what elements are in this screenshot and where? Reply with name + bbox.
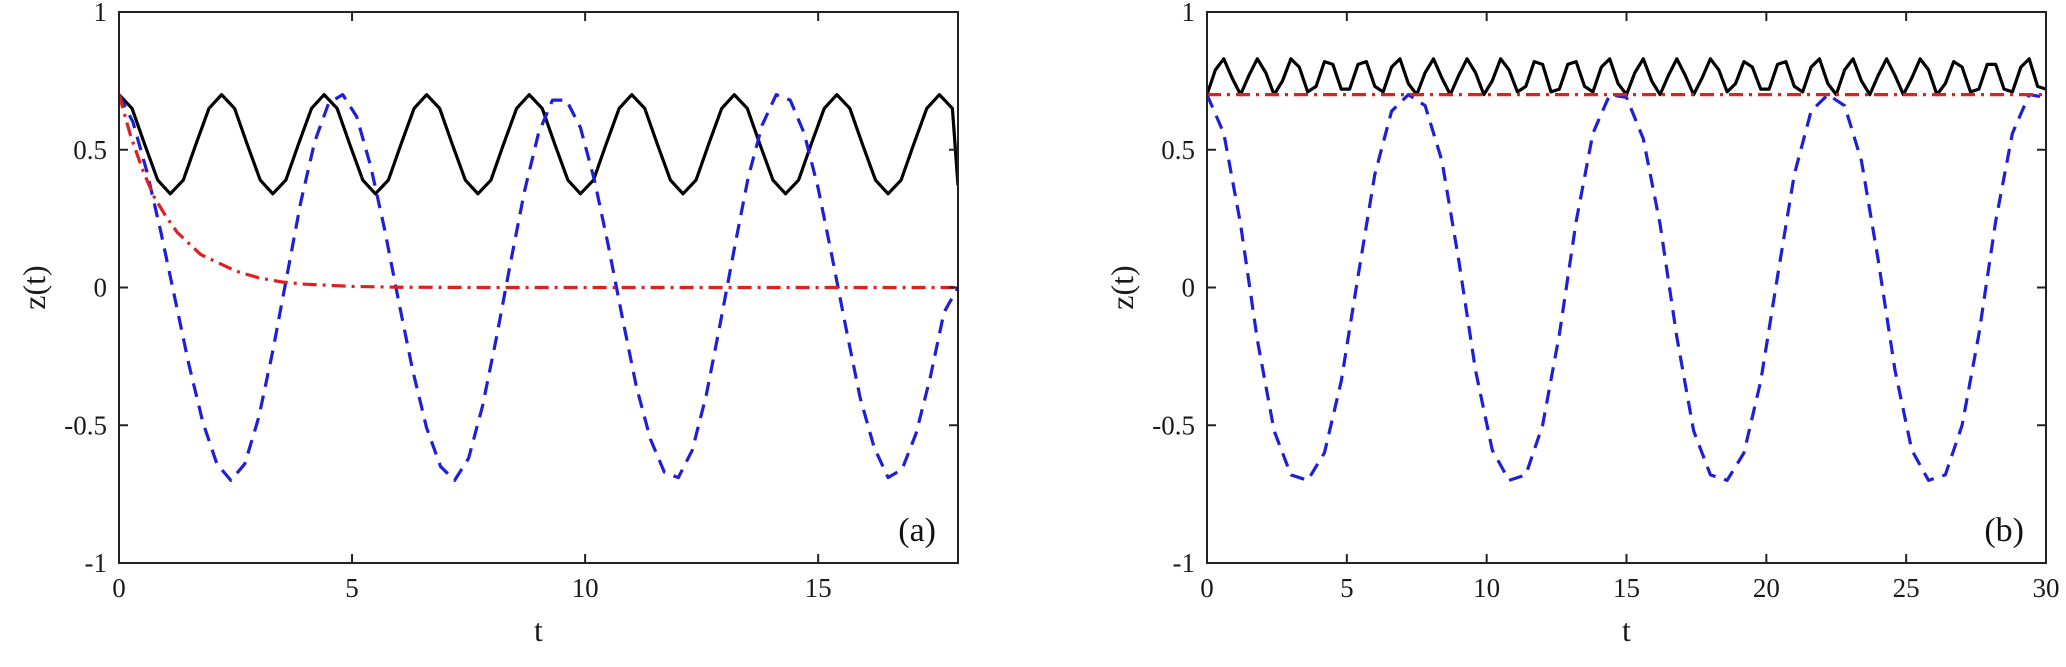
x-tick-label: 30 <box>2033 573 2060 603</box>
y-tick-label: -0.5 <box>64 410 107 440</box>
x-tick-label: 10 <box>1473 573 1500 603</box>
panel-tag: (a) <box>898 512 936 549</box>
y-tick-label: -1 <box>1173 548 1196 578</box>
panel-b: 0 5 10 15 20 25 30 -1 -0.5 0 0.5 1 t z(t) (b) <box>1104 0 2060 648</box>
y-axis-label: z(t) <box>1104 265 1140 309</box>
series-line-solid <box>1207 57 2046 97</box>
x-axis-label: t <box>1622 612 1631 648</box>
y-tick-label: 0.5 <box>1161 135 1195 165</box>
x-tick-label: 10 <box>572 573 599 603</box>
y-tick-label: 0 <box>1182 273 1196 303</box>
x-axis-label: t <box>534 612 543 648</box>
series-line-dashed <box>119 93 958 482</box>
y-tick-label: -1 <box>85 548 108 578</box>
series-line-solid <box>119 93 958 196</box>
y-tick-label: 0.5 <box>73 135 107 165</box>
y-tick-label: 1 <box>1182 0 1196 27</box>
panel-tag: (b) <box>1984 512 2024 549</box>
y-axis-label: z(t) <box>16 265 52 309</box>
y-tick-label: 1 <box>94 0 108 27</box>
x-tick-label: 20 <box>1753 573 1780 603</box>
x-tick-label: 15 <box>1613 573 1640 603</box>
x-tick-label: 25 <box>1893 573 1920 603</box>
x-tick-label: 15 <box>805 573 832 603</box>
series-line-dashed <box>1207 93 2046 482</box>
x-tick-label: 0 <box>112 573 126 603</box>
y-tick-label: -0.5 <box>1152 410 1195 440</box>
panel-a: 0 5 10 15 -1 -0.5 0 0.5 1 t z(t) (a) <box>16 0 959 648</box>
series-line-dashdot <box>119 94 958 290</box>
x-tick-label: 5 <box>345 573 359 603</box>
x-tick-label: 5 <box>1340 573 1354 603</box>
y-tick-label: 0 <box>94 273 108 303</box>
x-tick-label: 0 <box>1200 573 1214 603</box>
